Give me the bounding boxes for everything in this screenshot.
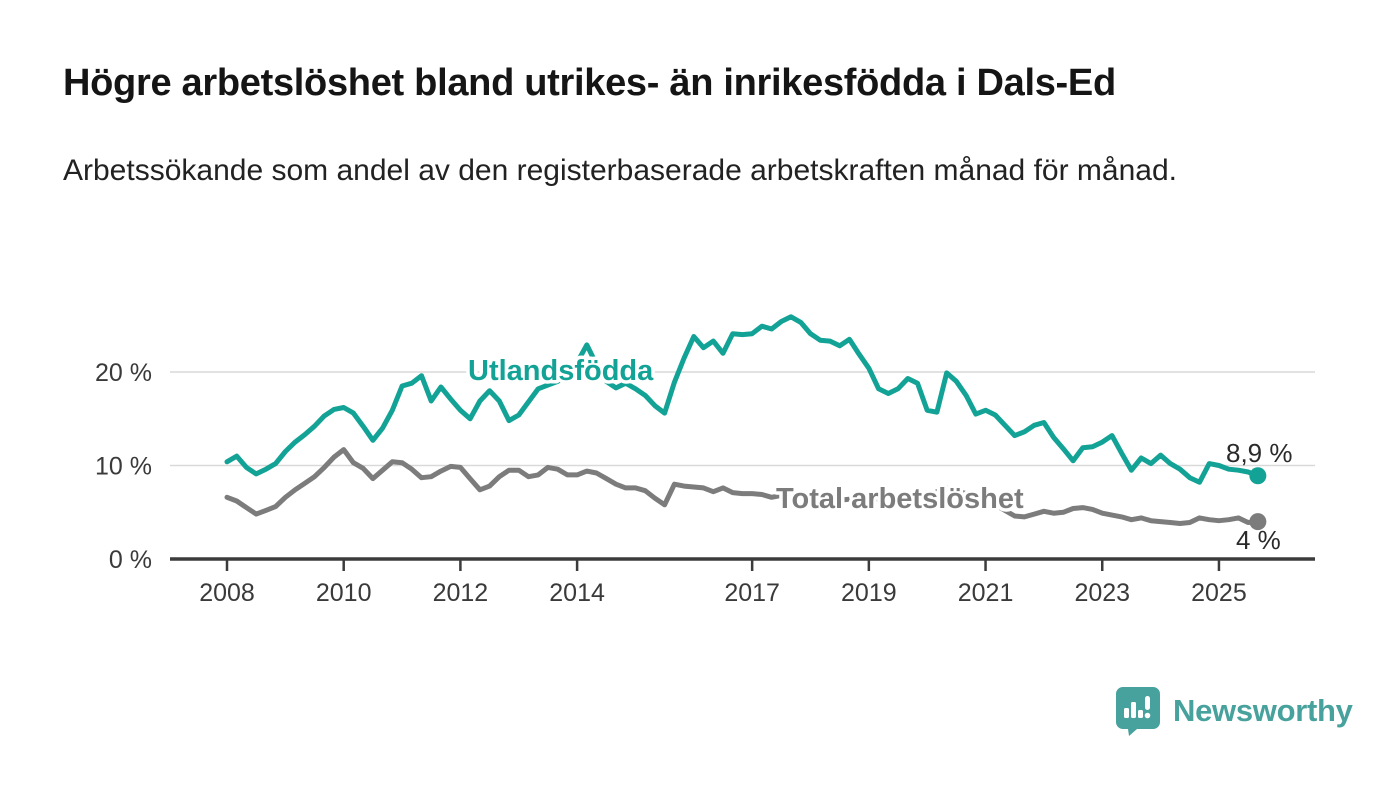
x-tick-label-2010: 2010 (316, 579, 372, 607)
brand-name: Newsworthy (1173, 693, 1353, 728)
newsworthy-logo: Newsworthy (1115, 686, 1353, 736)
y-tick-label-10: 10 % (95, 453, 152, 481)
end-value-label-total: 4 % (1236, 525, 1281, 555)
chart-line-utlandsfodda (224, 314, 1261, 485)
x-tick-label-2019: 2019 (841, 579, 897, 607)
logo-bar-3 (1138, 710, 1143, 718)
x-tick-label-2012: 2012 (433, 579, 489, 607)
y-tick-label-20: 20 % (95, 359, 152, 387)
end-value-label-utlandsfodda: 8,9 % (1226, 438, 1293, 468)
end-dot-total (1249, 513, 1267, 531)
page-title: Högre arbetslöshet bland utrikes- än inr… (63, 62, 1116, 104)
end-dot-utlandsfodda (1249, 467, 1267, 485)
x-tick-label-2021: 2021 (958, 579, 1014, 607)
x-tick-label-2014: 2014 (549, 579, 605, 607)
chart-line-total (224, 447, 1261, 526)
logo-bar-2 (1131, 702, 1136, 718)
series-label-total: Total arbetslöshet (776, 483, 1024, 515)
x-tick-label-2008: 2008 (199, 579, 255, 607)
logo-exclamation-bar (1145, 696, 1150, 710)
newsworthy-bubble-chart-icon (1116, 687, 1160, 736)
y-tick-label-0: 0 % (109, 546, 152, 574)
page-subtitle: Arbetssökande som andel av den registerb… (63, 154, 1177, 187)
x-tick-label-2017: 2017 (724, 579, 780, 607)
x-tick-label-2025: 2025 (1191, 579, 1247, 607)
x-tick-label-2023: 2023 (1074, 579, 1130, 607)
series-label-utlandsfodda: Utlandsfödda (468, 355, 654, 387)
logo-exclamation-dot (1144, 712, 1151, 719)
logo-bar-1 (1124, 708, 1129, 718)
